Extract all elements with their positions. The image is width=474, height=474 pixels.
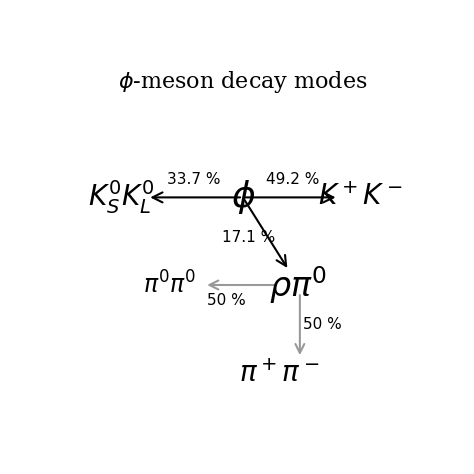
- Text: $\pi^0\pi^0$: $\pi^0\pi^0$: [143, 272, 196, 299]
- Text: $K_S^0 K_L^0$: $K_S^0 K_L^0$: [89, 178, 155, 216]
- Text: 17.1 %: 17.1 %: [222, 230, 275, 245]
- Text: 50 %: 50 %: [302, 317, 341, 331]
- Text: $\pi^+\pi^-$: $\pi^+\pi^-$: [239, 360, 320, 388]
- Text: 49.2 %: 49.2 %: [266, 172, 319, 187]
- Text: $K^+K^-$: $K^+K^-$: [318, 183, 403, 211]
- Text: $\phi$: $\phi$: [230, 178, 255, 217]
- Text: $\phi$-meson decay modes: $\phi$-meson decay modes: [118, 69, 368, 95]
- Text: $\rho\pi^0$: $\rho\pi^0$: [269, 264, 327, 306]
- Text: 33.7 %: 33.7 %: [166, 172, 220, 187]
- Text: 50 %: 50 %: [207, 293, 246, 308]
